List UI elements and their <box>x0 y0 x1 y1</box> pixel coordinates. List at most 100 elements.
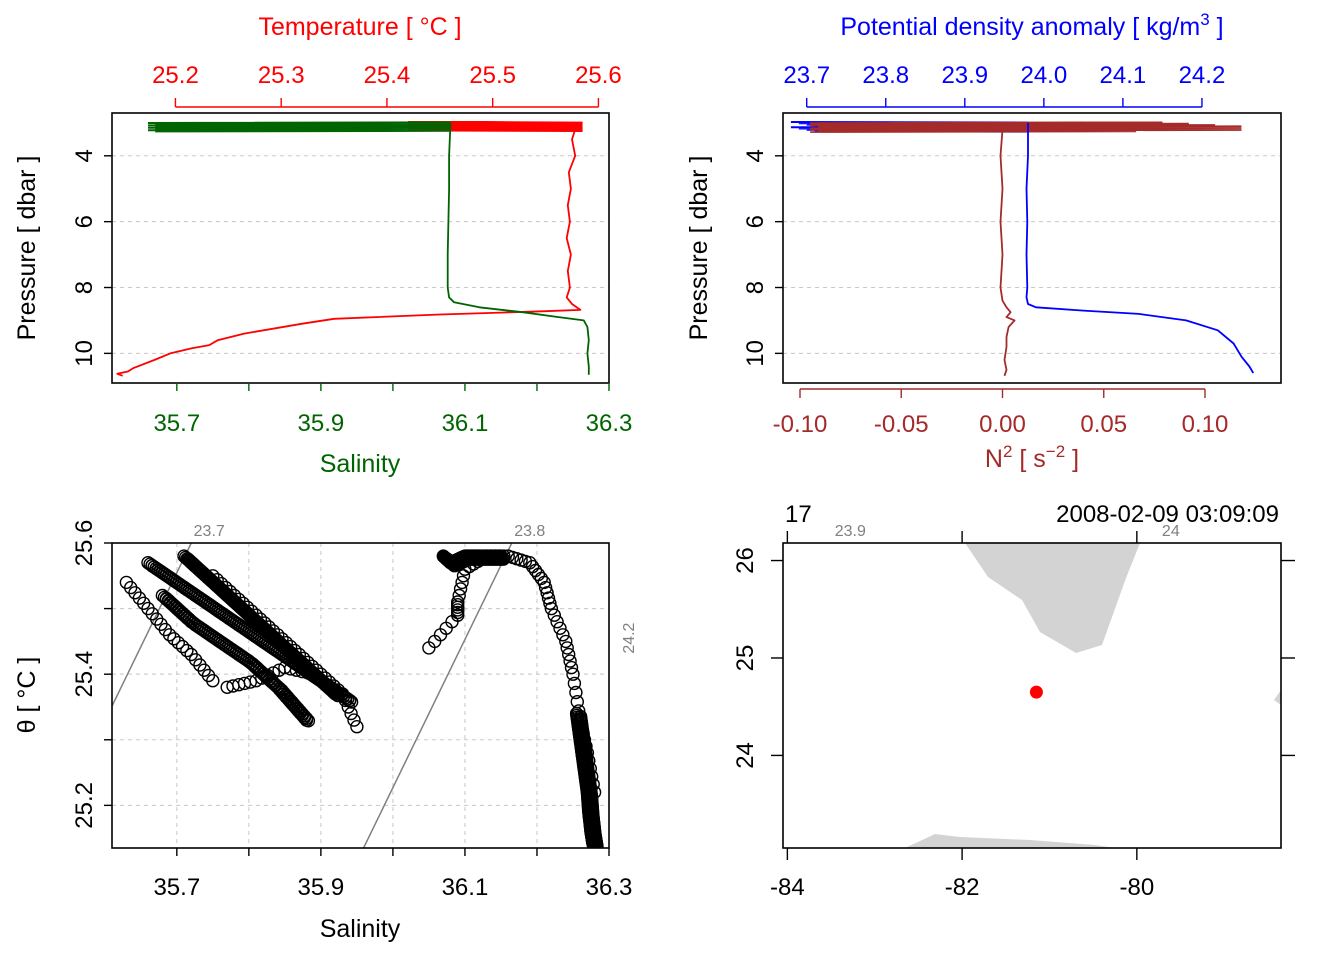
isopycnal-line <box>1325 513 1344 848</box>
land-masses <box>905 543 1281 848</box>
pressure-tick-label: 6 <box>742 215 769 228</box>
pressure-tick-label: 10 <box>71 340 98 367</box>
temperature-tick-label: 25.6 <box>575 62 622 89</box>
ts-point <box>562 647 576 662</box>
density-profile-line <box>1025 122 1255 374</box>
n2-axis-label: N2 [ s−2 ] <box>985 442 1079 473</box>
n2-surface-noise <box>810 121 1242 133</box>
ts-point <box>564 660 579 675</box>
pressure-axis-label-2: Pressure [ dbar ] <box>685 156 713 341</box>
salinity-tick-label: 36.3 <box>586 410 633 437</box>
ts-point <box>243 675 258 689</box>
ts-point <box>227 588 242 603</box>
ts-point <box>255 671 269 685</box>
ts-point <box>327 679 341 693</box>
ts-point <box>496 552 511 566</box>
ts-point <box>567 676 582 691</box>
theta-tick-label: 25.6 <box>71 520 98 567</box>
ts-point <box>586 838 600 848</box>
ts-point <box>453 582 468 596</box>
ts-point <box>219 580 233 595</box>
isopycnal-lines <box>112 513 1344 848</box>
ts-point <box>540 586 554 600</box>
density-tick-label: 23.7 <box>783 62 830 89</box>
ts-profile-panel: 4 6 8 10 35.7 35.9 36.1 36.3 25.2 25.3 25.4 25.5 25.… <box>13 13 632 478</box>
ts-point <box>338 693 353 708</box>
ts-point <box>335 687 350 701</box>
station-map-panel: -84 -82 -80 24 25 26 17 2008-02-09 03:09:09 <box>732 501 1295 901</box>
ts-point <box>240 600 255 614</box>
ts-point <box>559 634 573 649</box>
ts-point <box>180 643 194 658</box>
ts-diagram-ylabel: θ [ °C ] <box>13 657 41 734</box>
density-profile-lines <box>790 121 1255 377</box>
salinity-tick-label: 36.3 <box>586 874 633 901</box>
ts-point <box>232 592 246 607</box>
ts-point <box>171 636 186 650</box>
pressure-axis-label: Pressure [ dbar ] <box>13 156 41 341</box>
ts-point <box>569 685 583 700</box>
temperature-tick-label: 25.4 <box>364 62 411 89</box>
ts-point <box>528 563 543 578</box>
ts-point <box>350 720 364 734</box>
density-profile-panel: 4 6 8 10 23.7 23.8 23.9 24.0 24.1 24.2 -0.10 -0.05 0… <box>685 10 1282 473</box>
ts-point <box>283 639 298 654</box>
temperature-surface-noise <box>408 121 583 132</box>
station-number: 17 <box>785 501 812 528</box>
salinity-tick-label: 35.7 <box>153 874 200 901</box>
n2-tick-label: -0.05 <box>874 411 929 438</box>
salinity-tick-label: 35.9 <box>298 874 345 901</box>
land-east <box>1274 690 1281 705</box>
salinity-surface-noise <box>148 121 451 133</box>
ts-point <box>560 641 574 655</box>
ts-point <box>547 608 561 622</box>
ts-point <box>123 580 138 595</box>
temperature-tick-label: 25.5 <box>469 62 516 89</box>
ts-point <box>544 601 559 616</box>
ts-point <box>297 711 312 725</box>
salinity-axis-label: Salinity <box>320 450 401 478</box>
ts-profile-frame <box>111 112 610 384</box>
ts-point <box>210 573 224 587</box>
ts-point <box>340 692 355 706</box>
salinity-profile-line <box>446 122 590 375</box>
theta-tick-label: 25.2 <box>71 782 98 829</box>
n2-tick-label: 0.10 <box>1182 411 1229 438</box>
ts-point <box>301 666 315 680</box>
ts-point <box>344 706 358 721</box>
ts-point <box>223 584 237 599</box>
longitude-tick-label: -84 <box>770 874 805 901</box>
ts-point <box>347 713 361 727</box>
ts-point <box>253 612 268 626</box>
density-profile-grid <box>783 155 1281 354</box>
ts-point <box>206 674 220 688</box>
isopycnal-line <box>362 543 513 848</box>
n2-tick-label: -0.10 <box>773 411 828 438</box>
temperature-tick-label: 25.2 <box>152 62 199 89</box>
isopycnal-label: 23.9 <box>835 523 866 540</box>
salinity-tick-label: 36.1 <box>442 874 489 901</box>
ts-point <box>266 624 280 638</box>
latitude-tick-label: 24 <box>732 742 759 769</box>
ts-point <box>322 675 337 689</box>
ts-point <box>299 713 314 727</box>
station-time: 2008-02-09 03:09:09 <box>1056 501 1279 528</box>
ts-point <box>494 549 508 563</box>
n2-tick-label: 0.00 <box>979 411 1026 438</box>
land-florida-keys <box>965 543 1140 653</box>
salinity-tick-label: 36.1 <box>442 410 489 437</box>
ts-point <box>206 569 220 583</box>
ts-profile-lines <box>116 121 590 377</box>
ts-point <box>175 639 190 654</box>
isopycnal-label: 24.2 <box>621 622 638 653</box>
ts-point <box>341 700 355 714</box>
ts-profile-axes: 4 6 8 10 35.7 35.9 36.1 36.3 25.2 25.3 25.4 25.5 25.… <box>71 62 632 437</box>
ts-point <box>292 647 306 662</box>
ts-diagram-xlabel: Salinity <box>320 915 401 943</box>
ts-point <box>275 632 289 646</box>
ts-point <box>288 643 302 658</box>
ts-point <box>531 567 546 582</box>
